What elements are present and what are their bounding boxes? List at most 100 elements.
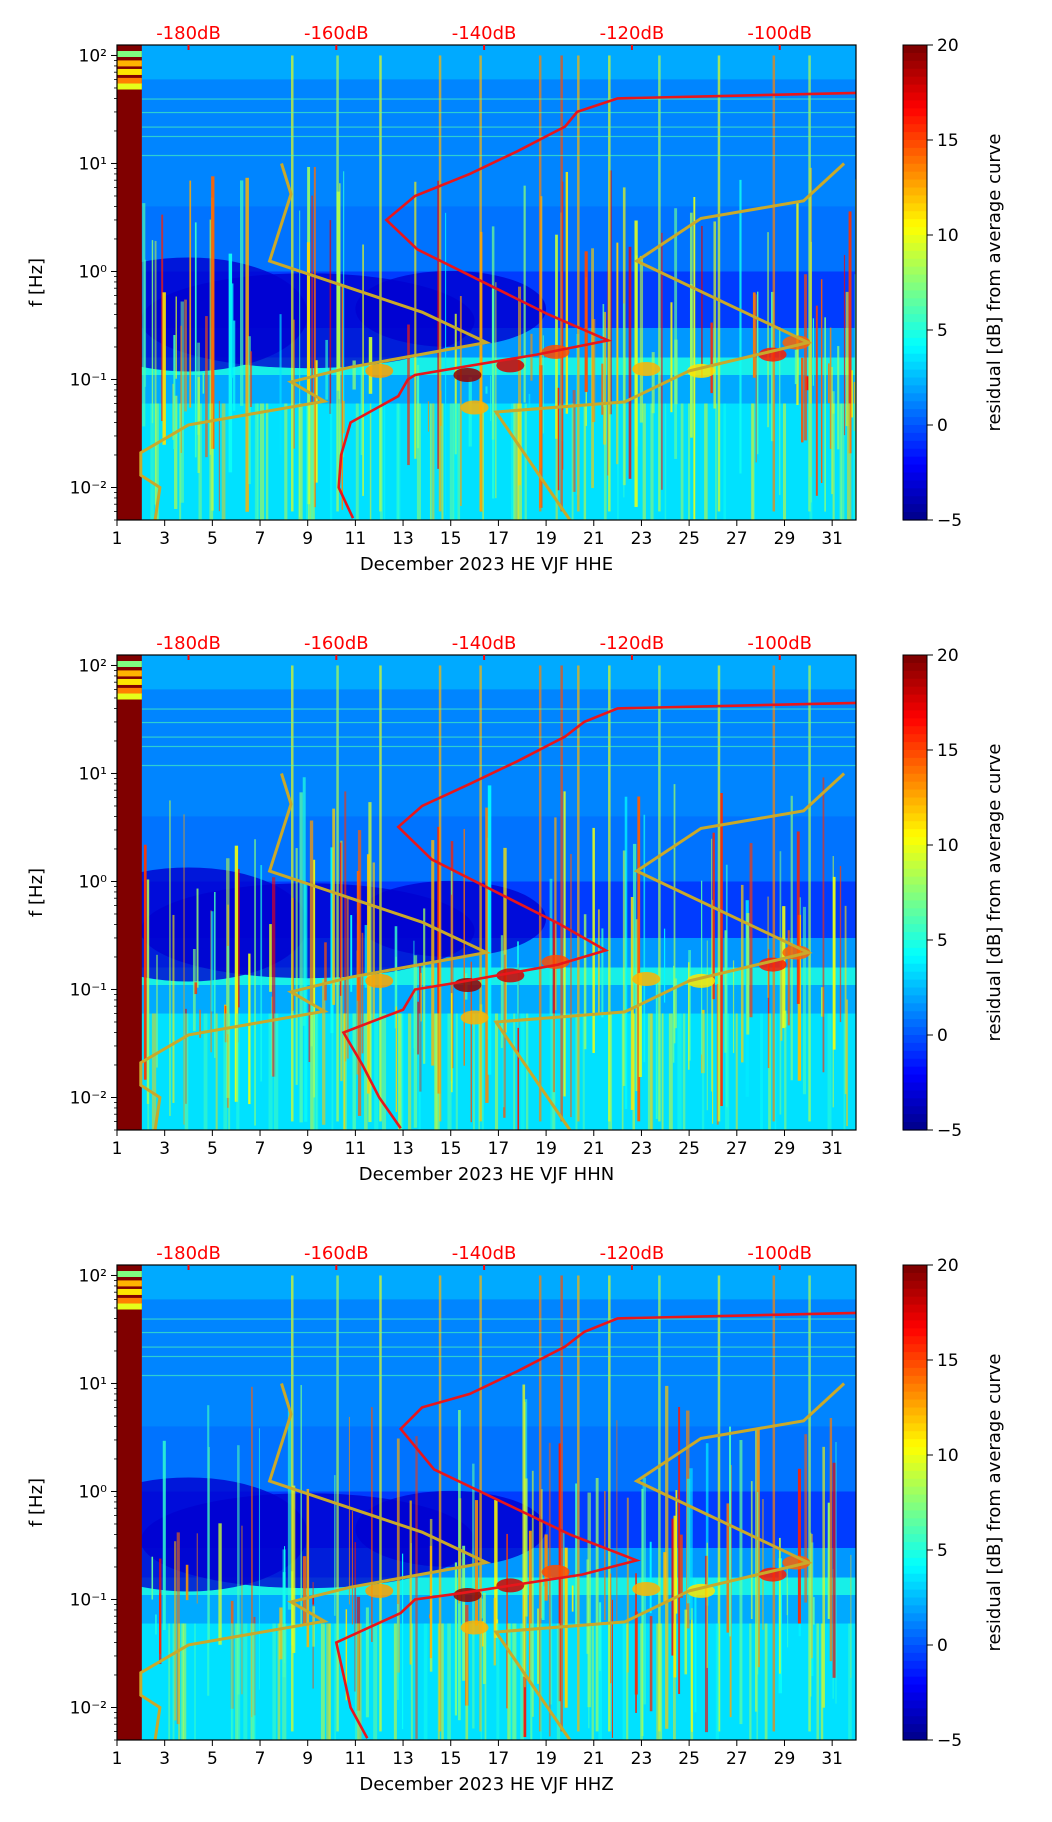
- event-streak: [143, 844, 147, 1080]
- event-streak: [538, 55, 542, 512]
- lowfreq-burst: [354, 1623, 359, 1740]
- colorbar-step: [903, 971, 927, 981]
- event-streak: [548, 1442, 551, 1737]
- colorbar-step: [903, 1510, 927, 1519]
- x-tick-label: 27: [726, 1749, 748, 1769]
- event-streak: [801, 357, 804, 443]
- event-streak: [601, 363, 604, 415]
- lowfreq-burst: [626, 1623, 629, 1740]
- event-streak: [531, 1470, 534, 1717]
- colorbar-step: [903, 1367, 927, 1377]
- colorbar-tick-label: 10: [937, 1446, 959, 1466]
- event-streak: [844, 905, 847, 1095]
- lowfreq-burst: [617, 403, 619, 520]
- colorbar-step: [903, 750, 927, 759]
- colorbar: 20 15 10 5 0 −5 residual [dB] from average cur…: [902, 36, 1005, 531]
- lowfreq-burst: [555, 403, 558, 520]
- top-db-label: -140dB: [452, 23, 517, 44]
- event-streak: [632, 843, 637, 1008]
- harmonic-line: [142, 154, 856, 157]
- no-data-band: [117, 50, 142, 57]
- lowfreq-burst: [453, 403, 458, 520]
- spectrogram-svg: 1 3 5 7 9 11 13 15 17 19 21 23 25 27 29 3110²10¹10⁰10⁻¹…: [26, 23, 1005, 575]
- colorbar-step: [903, 401, 927, 410]
- colorbar-step: [903, 409, 927, 418]
- lowfreq-burst: [510, 403, 514, 520]
- event-streak: [671, 1518, 675, 1656]
- lowfreq-burst: [155, 403, 159, 520]
- lowfreq-burst: [228, 1013, 231, 1130]
- event-streak: [454, 1562, 458, 1716]
- colorbar-step: [903, 1502, 927, 1512]
- event-streak: [308, 1003, 311, 1063]
- event-streak: [151, 1556, 154, 1600]
- x-tick-label: 21: [583, 1139, 605, 1159]
- event-streak: [413, 955, 418, 1128]
- event-streak: [172, 914, 175, 1103]
- event-streak: [444, 212, 447, 516]
- colorbar-step: [903, 1557, 927, 1567]
- lowfreq-burst: [764, 1623, 768, 1740]
- lowfreq-burst: [437, 1623, 440, 1740]
- event-streak: [199, 1009, 201, 1038]
- heatmap-patch: [355, 1490, 547, 1567]
- colorbar-step: [903, 734, 927, 743]
- colorbar-step: [903, 1668, 927, 1678]
- lowfreq-burst: [223, 1013, 228, 1130]
- colorbar-step: [903, 52, 927, 62]
- microseism-peak: [758, 957, 787, 972]
- colorbar-step: [903, 440, 927, 450]
- event-streak: [394, 926, 398, 1029]
- colorbar-step: [903, 940, 927, 949]
- event-streak: [537, 1608, 539, 1684]
- lowfreq-burst: [484, 1623, 487, 1740]
- colorbar-step: [903, 266, 927, 276]
- colorbar-step: [903, 1066, 927, 1076]
- lowfreq-burst: [408, 1013, 412, 1130]
- heatmap-patch: [355, 270, 547, 347]
- colorbar-tick-label: 20: [937, 646, 959, 666]
- lowfreq-burst: [343, 1013, 346, 1130]
- colorbar-step: [903, 852, 927, 862]
- x-tick-label: 19: [535, 529, 557, 549]
- colorbar-step: [903, 1035, 927, 1044]
- event-streak: [361, 932, 364, 1054]
- event-streak: [749, 843, 753, 1018]
- lowfreq-burst: [447, 1013, 452, 1130]
- event-streak: [202, 372, 205, 394]
- lowfreq-burst: [198, 403, 202, 520]
- x-tick-label: 29: [774, 529, 796, 549]
- event-streak: [311, 195, 313, 406]
- lowfreq-burst: [677, 1013, 682, 1130]
- event-streak: [239, 180, 244, 406]
- event-streak: [538, 1275, 542, 1732]
- lowfreq-burst: [369, 403, 372, 520]
- event-streak: [604, 1491, 606, 1621]
- colorbar-step: [903, 718, 927, 727]
- event-streak: [228, 253, 233, 473]
- no-data-column: [117, 45, 142, 520]
- x-tick-label: 17: [488, 1139, 510, 1159]
- event-streak: [175, 296, 177, 379]
- event-streak: [756, 1492, 759, 1675]
- lowfreq-burst: [168, 1623, 171, 1740]
- x-tick-label: 29: [774, 1139, 796, 1159]
- event-streak: [142, 203, 146, 427]
- colorbar-step: [903, 100, 927, 109]
- colorbar-step: [903, 702, 927, 712]
- event-streak: [831, 366, 833, 495]
- event-streak: [269, 924, 272, 992]
- colorbar-step: [903, 314, 927, 323]
- colorbar-step: [903, 1328, 927, 1337]
- lowfreq-burst: [843, 1013, 846, 1130]
- event-streak: [437, 180, 440, 469]
- event-streak: [611, 1599, 613, 1738]
- y-axis-label: f [Hz]: [26, 258, 47, 307]
- colorbar-step: [903, 829, 927, 838]
- top-db-label: -180dB: [156, 1243, 221, 1264]
- event-streak: [829, 327, 832, 449]
- colorbar-step: [903, 781, 927, 791]
- colorbar-label: residual [dB] from average curve: [984, 743, 1005, 1041]
- event-streak: [674, 978, 677, 1029]
- lowfreq-burst: [750, 403, 754, 520]
